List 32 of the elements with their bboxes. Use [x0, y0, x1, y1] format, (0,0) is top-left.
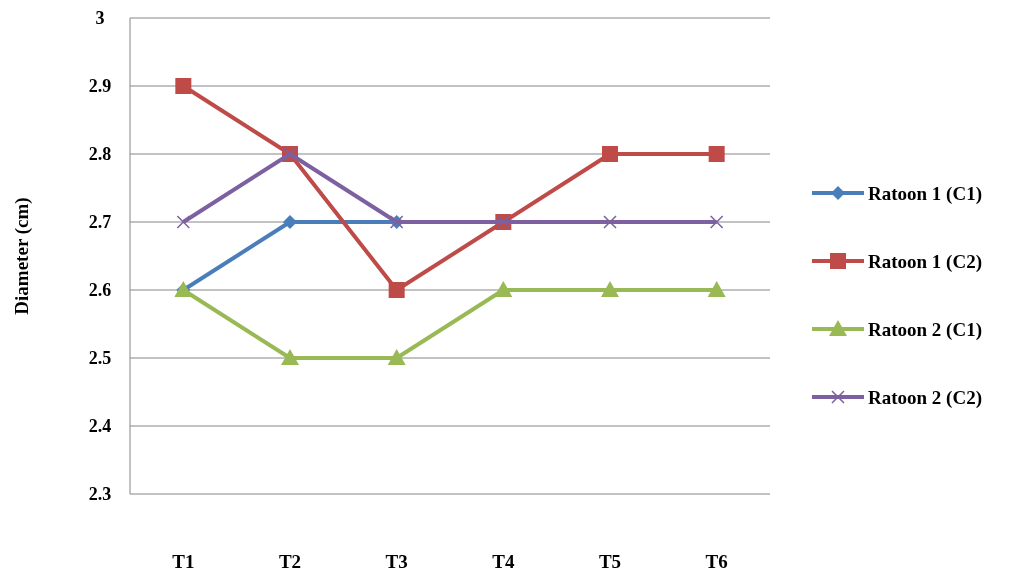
point: [603, 215, 617, 229]
point: [176, 215, 191, 229]
point: [707, 281, 726, 297]
x-tick-label: T6: [705, 551, 728, 572]
point: [601, 281, 619, 297]
x-tick-label: T1: [172, 551, 195, 572]
point: [388, 282, 405, 298]
y-tick-label: 3: [95, 8, 105, 29]
point: [387, 349, 406, 365]
legend-label: Ratoon 1 (C1): [868, 182, 982, 205]
point: [494, 281, 513, 297]
legend-label: Ratoon 2 (C2): [868, 386, 982, 409]
point: [709, 215, 724, 229]
point: [283, 215, 297, 229]
y-tick-label: 2.6: [88, 280, 112, 301]
legend-label: Ratoon 1 (C2): [868, 250, 982, 273]
point: [281, 349, 299, 365]
y-tick-label: 2.4: [88, 416, 112, 437]
y-tick-label: 2.8: [88, 144, 112, 165]
y-tick-label: 2.7: [88, 212, 112, 233]
point: [175, 78, 192, 94]
x-tick-label: T3: [385, 551, 408, 572]
x-tick-label: T4: [492, 551, 515, 572]
legend-label: Ratoon 2 (C1): [868, 318, 982, 341]
x-tick-label: T2: [278, 551, 302, 572]
y-tick-label: 2.9: [88, 76, 112, 97]
point: [708, 146, 725, 162]
y-axis-title: Diameter (cm): [11, 197, 33, 315]
x-tick-label: T5: [598, 551, 622, 572]
y-tick-label: 2.5: [88, 348, 112, 369]
point: [602, 146, 618, 162]
y-tick-label: 2.3: [88, 484, 112, 505]
